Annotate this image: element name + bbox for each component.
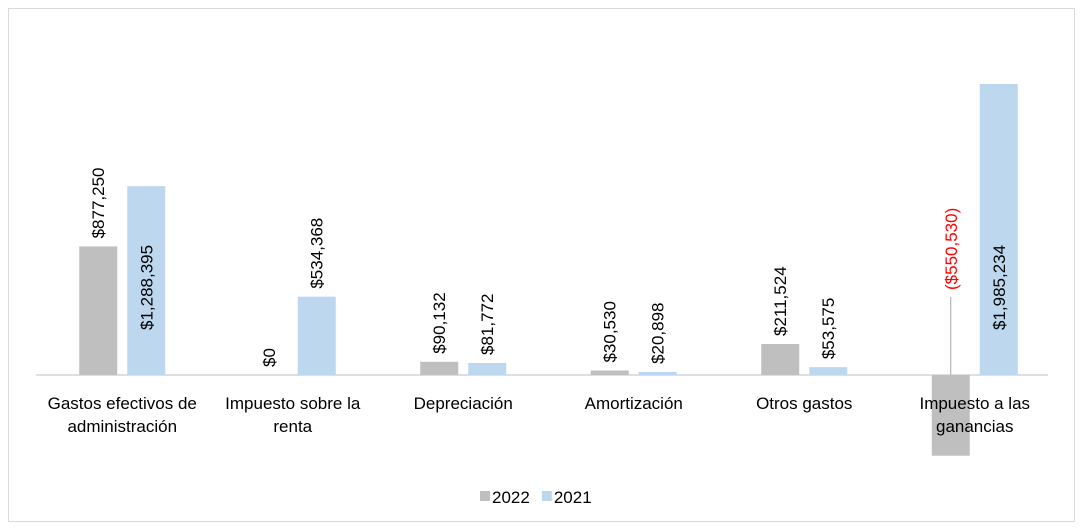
chart-frame bbox=[8, 8, 1075, 522]
data-label: $81,772 bbox=[478, 294, 497, 355]
data-label: ($550,530) bbox=[942, 208, 961, 290]
bar bbox=[761, 343, 800, 375]
data-label: $0 bbox=[260, 348, 279, 367]
x-tick-label: Depreciación bbox=[413, 394, 513, 413]
data-label: $90,132 bbox=[430, 292, 449, 353]
bar bbox=[979, 84, 1018, 375]
data-label: $1,288,395 bbox=[137, 245, 156, 330]
x-tick-label: Otros gastos bbox=[756, 394, 853, 413]
bar bbox=[931, 375, 970, 456]
data-label: $211,524 bbox=[771, 266, 790, 336]
bar bbox=[468, 363, 507, 375]
bar bbox=[127, 186, 166, 375]
x-tick-label: Impuesto sobre la renta bbox=[225, 394, 361, 436]
bar bbox=[809, 367, 848, 375]
data-label: $1,985,234 bbox=[990, 245, 1009, 330]
data-label: $534,368 bbox=[308, 218, 327, 289]
data-label: $53,575 bbox=[819, 298, 838, 359]
bar bbox=[638, 371, 677, 375]
bar bbox=[420, 361, 459, 375]
legend-label: 2021 bbox=[554, 488, 592, 507]
legend-swatch bbox=[541, 491, 552, 501]
legend-swatch bbox=[480, 491, 490, 501]
legend-label: 2022 bbox=[492, 488, 530, 507]
data-label: $20,898 bbox=[649, 302, 668, 363]
bar bbox=[297, 296, 336, 375]
data-label: $877,250 bbox=[89, 168, 108, 239]
data-label: $30,530 bbox=[601, 301, 620, 362]
x-tick-label: Gastos efectivos de administración bbox=[47, 394, 197, 436]
x-tick-label: Impuesto a las ganancias bbox=[919, 394, 1031, 436]
bar bbox=[79, 246, 118, 375]
bar bbox=[590, 370, 629, 375]
x-tick-label: Amortización bbox=[584, 394, 683, 413]
